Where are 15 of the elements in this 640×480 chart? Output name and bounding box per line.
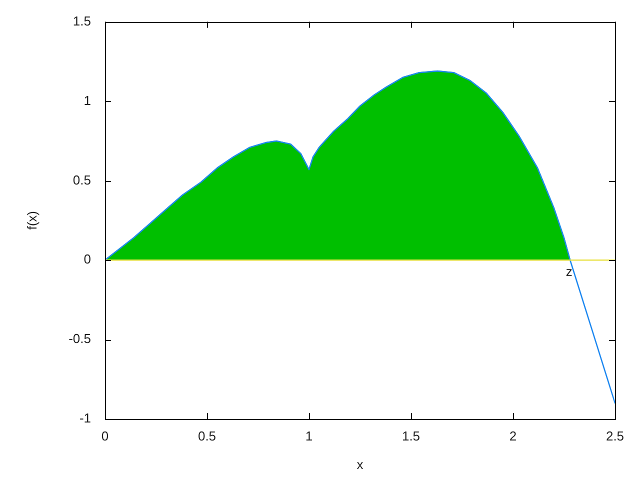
x-tick-label: 2 [509,428,517,444]
x-tick-label: 1 [305,428,313,444]
y-axis-title: f(x) [24,211,40,230]
x-tick-label: 0 [101,428,109,444]
y-tick-label: 0.5 [72,172,91,188]
x-tick-label: 1.5 [402,428,420,444]
y-tick-label: 0 [84,252,91,267]
y-tick-label: 1.5 [72,13,91,28]
x-axis-title: x [356,456,364,472]
x-tick-label: 0.5 [198,428,216,444]
y-tick-label: -1 [79,410,91,426]
y-tick-label: 1 [84,92,91,108]
annotation: z [566,264,572,280]
x-tick-label: 2.5 [606,428,624,444]
y-tick-label: -0.5 [68,331,91,346]
